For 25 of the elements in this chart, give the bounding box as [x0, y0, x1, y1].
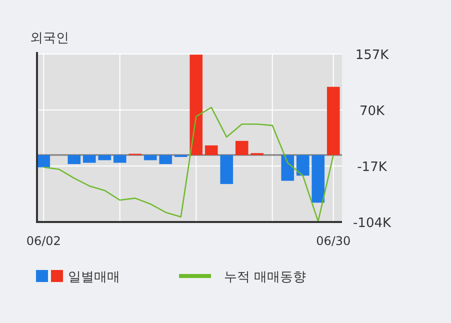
x-tick-label: 06/02 — [26, 234, 61, 248]
legend-label: 누적 매매동향 — [224, 270, 306, 285]
bar — [326, 86, 340, 156]
legend-label: 일별매매 — [68, 270, 120, 285]
bar — [144, 155, 157, 160]
bar — [68, 155, 81, 164]
y-tick-label: -17K — [357, 160, 388, 175]
x-tick-label: 06/30 — [316, 234, 351, 248]
bar — [190, 54, 203, 156]
bar — [113, 155, 126, 163]
y-tick-label: -104K — [352, 216, 392, 231]
bar — [37, 155, 50, 168]
bar — [281, 155, 294, 181]
line-series — [42, 106, 334, 222]
bar — [159, 155, 172, 164]
bar — [82, 155, 96, 163]
bar — [312, 155, 325, 203]
chart-title: 외국인 — [30, 31, 69, 46]
bar — [204, 145, 218, 156]
bar — [220, 155, 234, 184]
bar — [235, 140, 248, 156]
bar — [296, 155, 310, 176]
y-tick-label: 157K — [355, 48, 390, 63]
bar — [98, 155, 112, 160]
y-tick-label: 70K — [359, 104, 386, 119]
